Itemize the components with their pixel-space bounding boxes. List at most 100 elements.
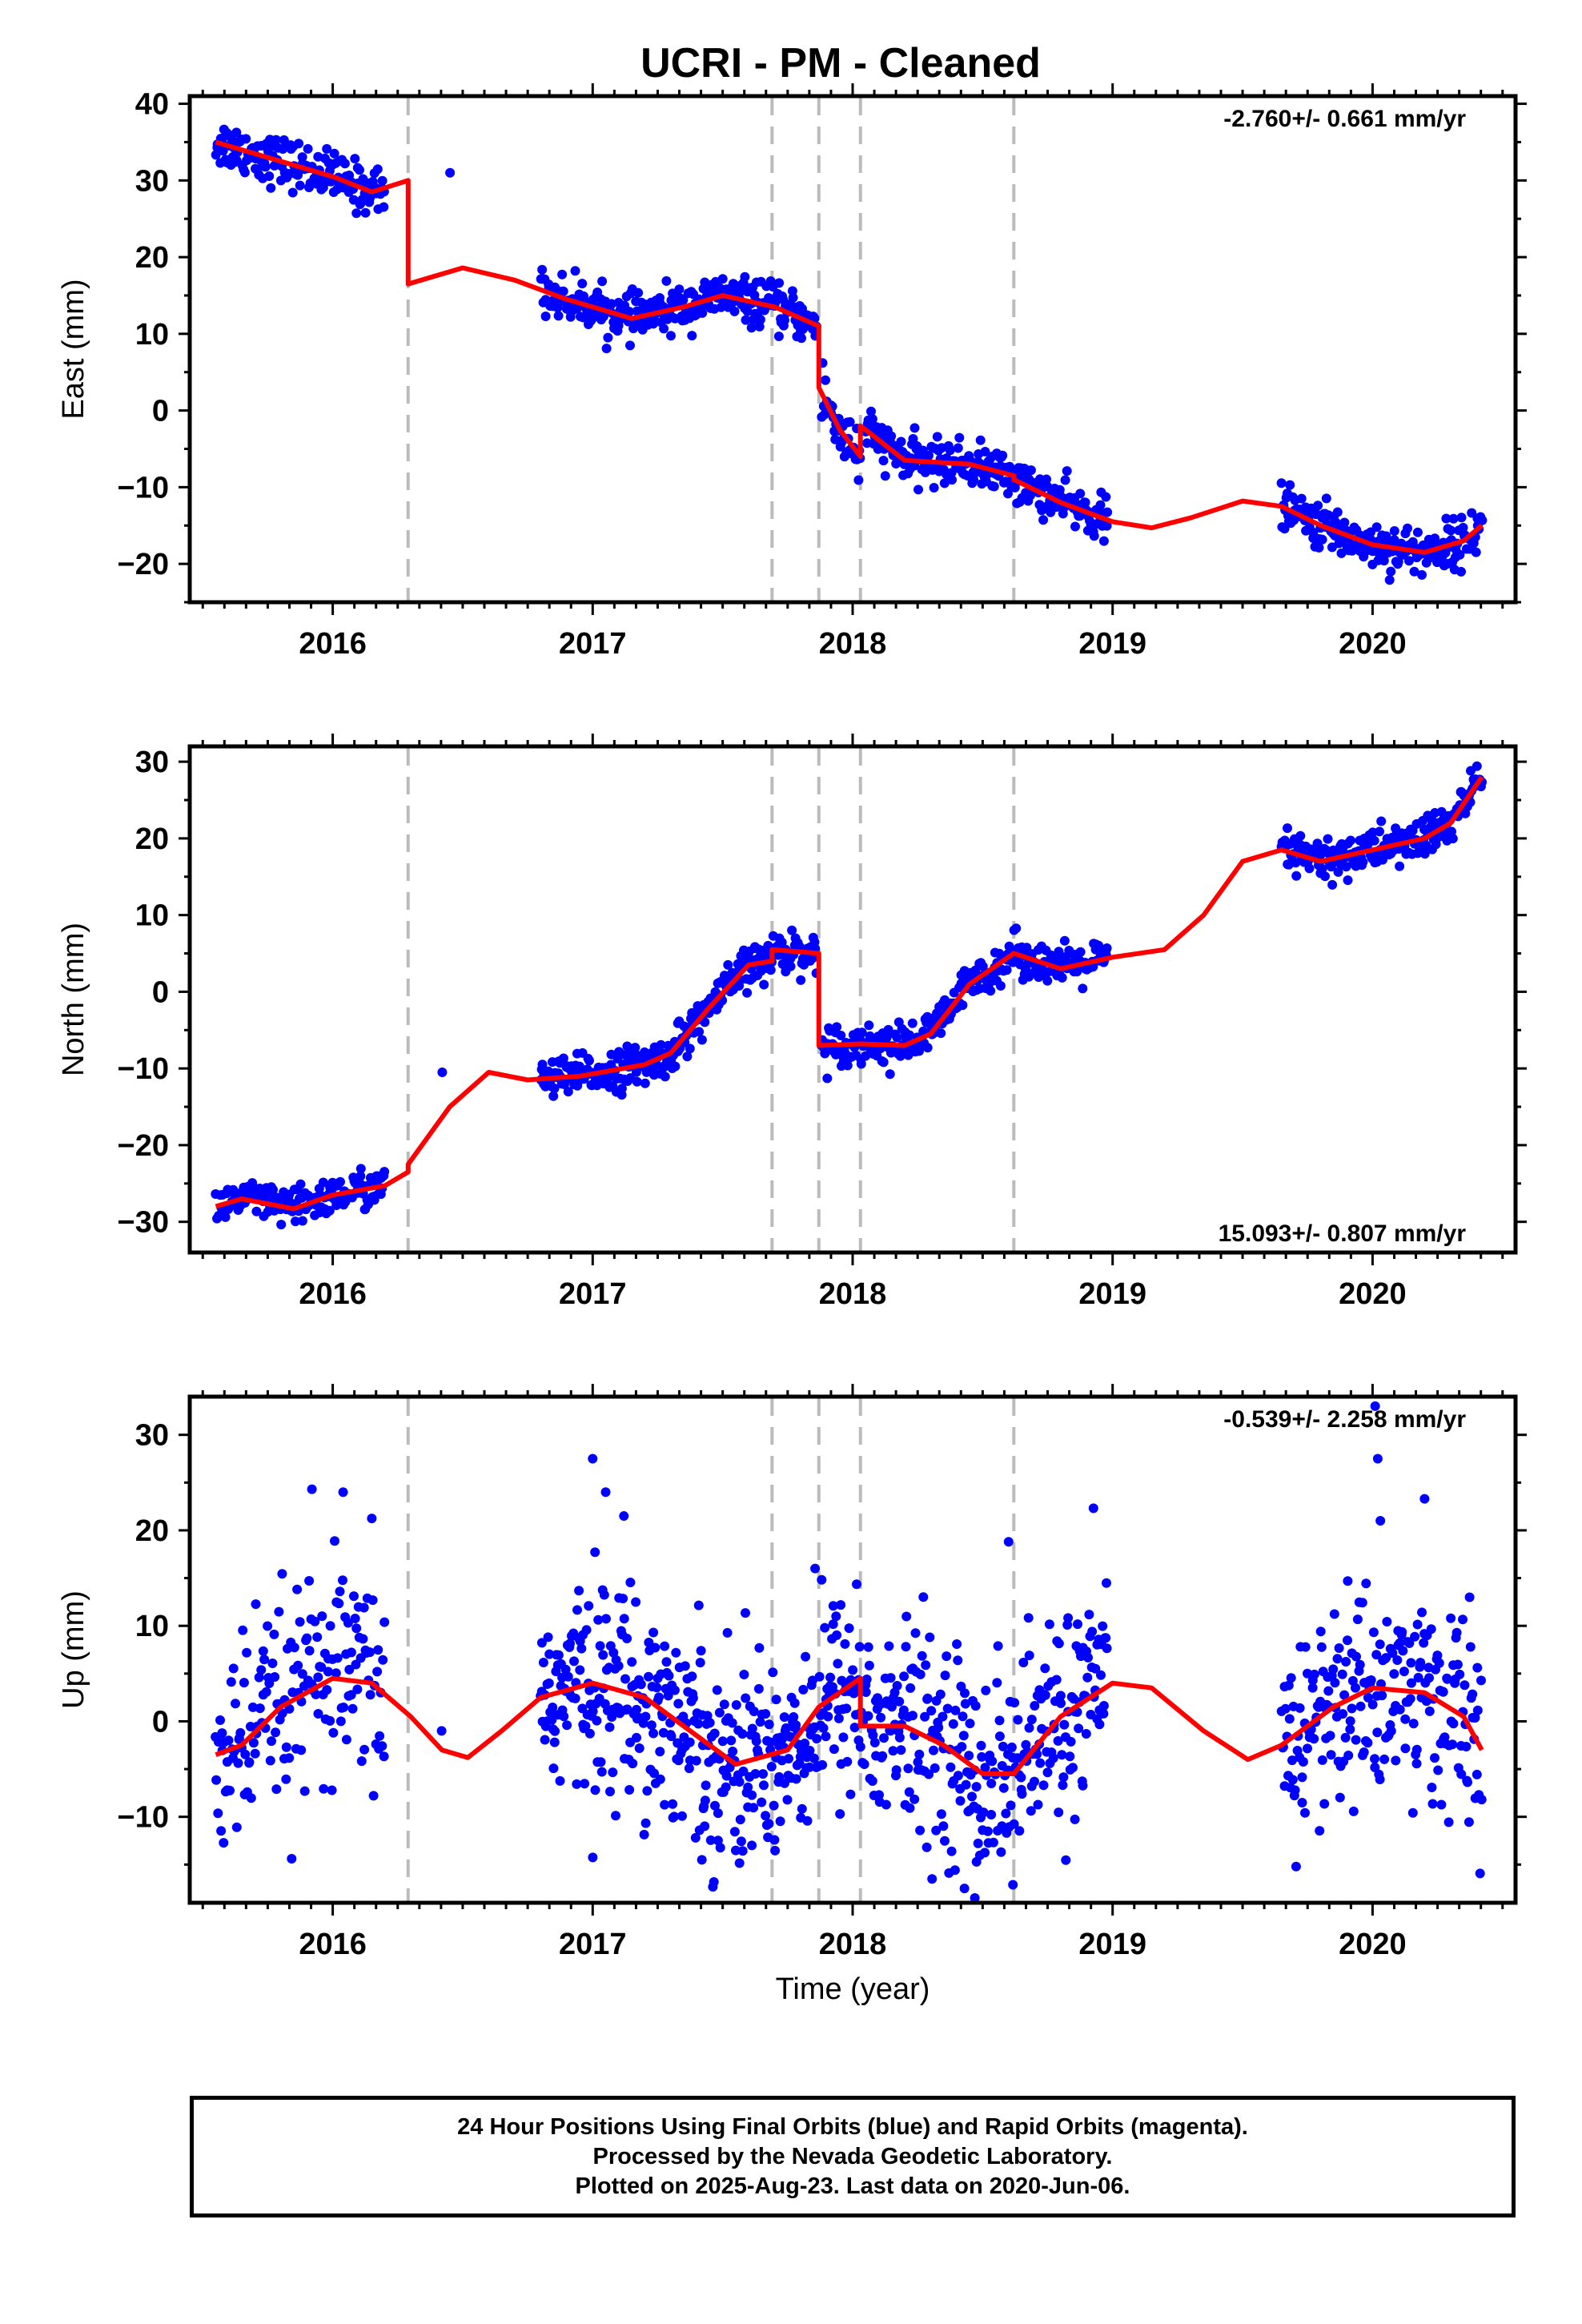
data-point [1456,1769,1467,1779]
data-point [1351,1651,1361,1662]
data-point [1348,1806,1359,1816]
data-point [1351,1735,1361,1745]
data-point [295,1617,305,1627]
data-point [590,1547,600,1558]
data-point [885,1069,895,1080]
data-point [1352,1614,1363,1625]
data-point [770,1845,781,1856]
data-point [1082,1672,1093,1683]
data-point [789,1712,799,1722]
data-point [764,1819,774,1829]
data-point [557,269,568,279]
data-point [1424,1673,1434,1683]
data-point [1389,526,1399,536]
data-point [887,1702,897,1712]
data-point [574,1586,584,1596]
data-point [677,1811,687,1821]
data-point [1358,857,1368,867]
data-point [1008,1880,1018,1890]
data-point [1409,566,1419,577]
data-point [646,1720,656,1731]
data-point [1400,1714,1411,1724]
data-point [584,1601,594,1611]
data-point [355,165,364,175]
data-point [953,1655,963,1666]
data-point [1370,1754,1379,1764]
data-point [639,1829,649,1839]
data-point [729,306,740,316]
data-point [660,1641,670,1651]
data-point [1363,1738,1373,1748]
data-point [1304,863,1315,874]
data-point [367,1595,378,1606]
footer-line-3: Plotted on 2025-Aug-23. Last data on 202… [575,2173,1130,2199]
data-point [1286,1673,1296,1683]
data-point [1475,1868,1485,1879]
data-point [1074,1723,1084,1734]
data-point [1026,1806,1036,1816]
data-point [644,1671,653,1682]
data-point [323,1667,333,1677]
data-point [856,1059,866,1069]
data-point [822,1073,833,1084]
data-point [1287,1755,1297,1766]
y-tick-label: −20 [118,1129,169,1163]
data-point [1101,492,1111,502]
data-point [758,1769,768,1779]
data-point [558,286,568,296]
data-point [742,987,753,998]
data-point [331,1668,341,1679]
data-point [1330,1678,1340,1688]
data-point [791,1774,801,1784]
data-point [820,1622,830,1633]
data-point [1042,474,1051,485]
data-point [797,333,806,344]
data-point [741,1693,751,1703]
data-point [636,1679,646,1690]
x-tick-label: 2020 [1339,1277,1407,1311]
data-point [695,1658,705,1668]
data-point [774,1771,785,1782]
data-point [271,135,281,145]
data-point [1317,863,1327,874]
data-point [1018,1658,1029,1667]
data-point [1395,1638,1405,1648]
data-point [549,1737,560,1747]
data-point [644,1638,654,1647]
data-point [1413,1672,1423,1683]
data-point [596,1767,607,1777]
data-point [1323,834,1333,844]
footer-line-1: 24 Hour Positions Using Final Orbits (bl… [457,2113,1248,2140]
data-point [1411,1744,1422,1755]
data-point [544,1678,554,1688]
data-point [769,1835,780,1845]
data-point [1386,1726,1396,1736]
data-point [1384,575,1395,585]
data-point [372,1667,383,1677]
data-point [1430,1753,1439,1763]
velocity-label: -0.539+/- 2.258 mm/yr [1223,1406,1466,1433]
data-point [779,1712,789,1723]
data-point [1295,1703,1305,1713]
data-point [1006,1800,1016,1811]
data-point [235,1727,246,1738]
data-point [351,208,362,219]
data-point [1014,1826,1025,1836]
data-point [892,1032,902,1043]
plot-area [211,124,1488,585]
data-point [297,1669,307,1679]
data-point [1443,1817,1454,1827]
data-point [922,1693,933,1703]
data-point [1321,493,1331,504]
data-point [1406,1658,1416,1668]
data-point [1461,1742,1472,1751]
data-point [553,1650,564,1660]
data-point [1290,1785,1300,1795]
data-point [1477,515,1488,525]
data-point [1096,1670,1106,1680]
data-point [563,1087,573,1097]
data-point [693,1600,704,1610]
data-point [705,1835,716,1845]
data-point [287,187,298,198]
data-point [836,1031,846,1040]
